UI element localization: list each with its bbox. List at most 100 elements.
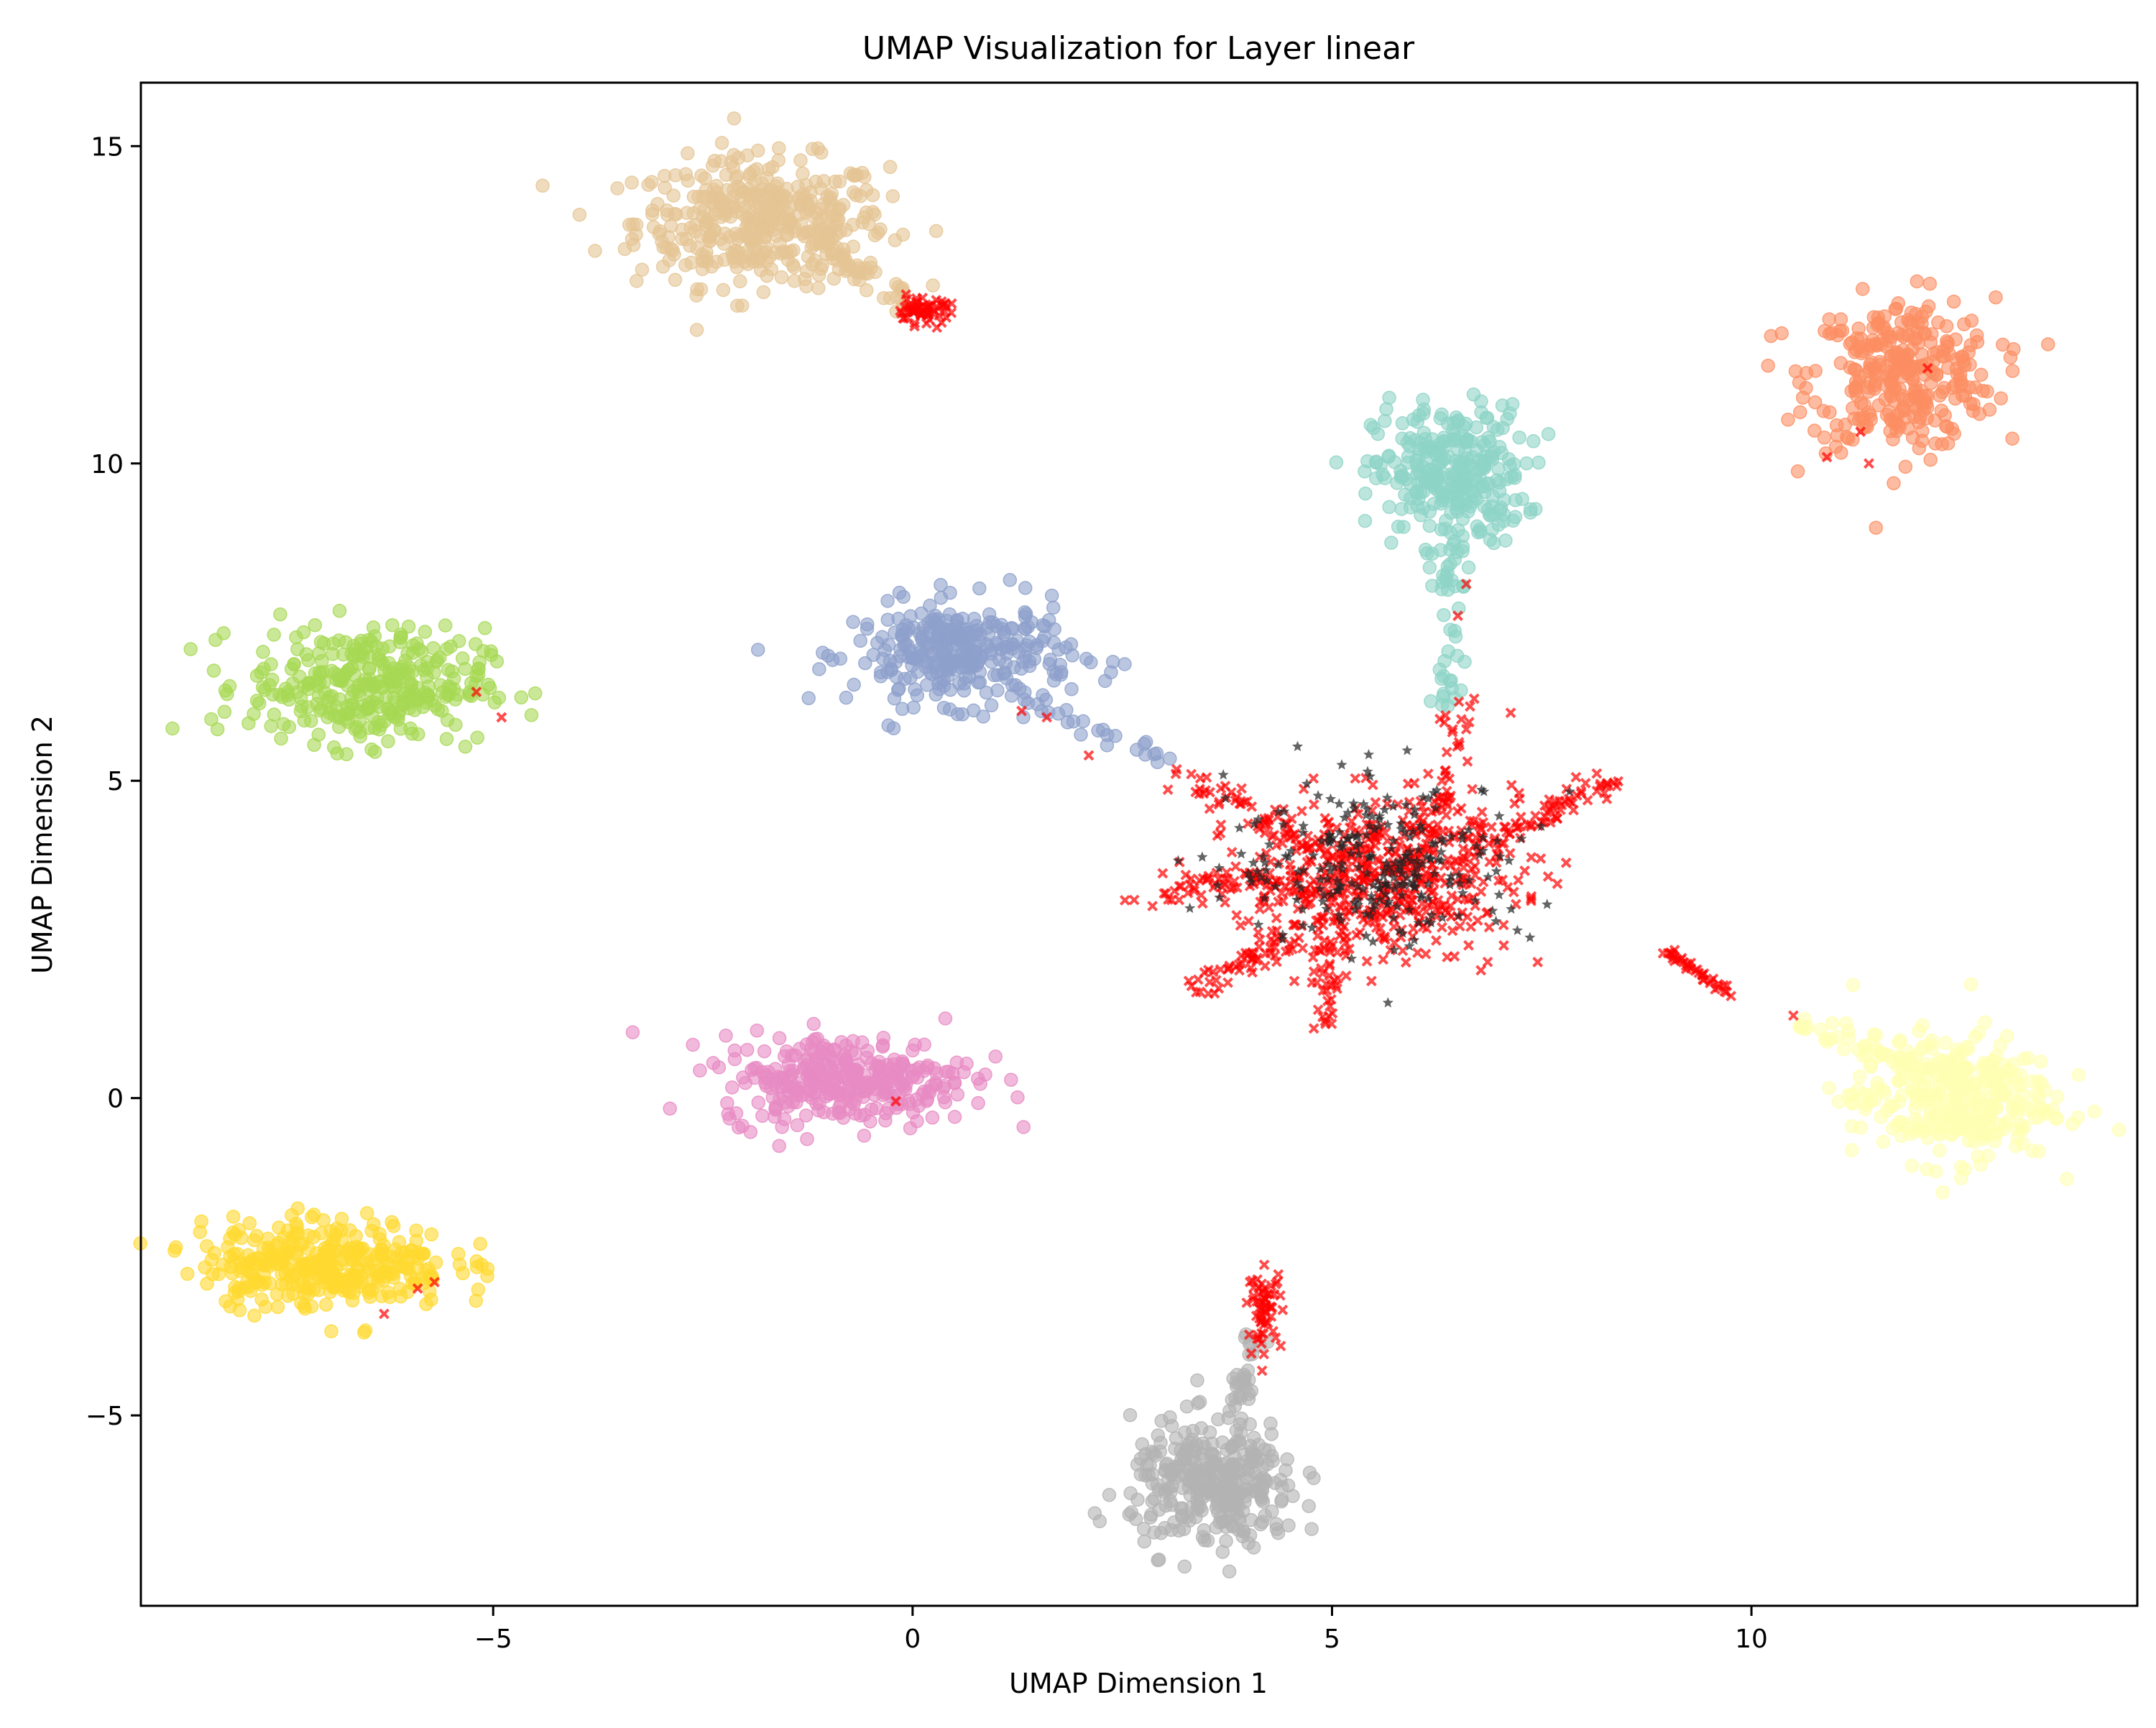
cluster-point-lightyellow — [1984, 1104, 1998, 1119]
cluster-point-lightyellow — [1852, 1070, 1867, 1084]
cluster-point-pink — [879, 1106, 893, 1121]
cluster-point-pink — [814, 1044, 829, 1060]
cluster-point-gold — [316, 1213, 331, 1228]
cluster-point-lightyellow — [1925, 1033, 1939, 1048]
cluster-point-teal — [1370, 426, 1386, 441]
cluster-point-tan — [727, 183, 741, 197]
tail-point — [1434, 671, 1449, 686]
tail-point — [1238, 1369, 1252, 1384]
cluster-point-lightyellow — [2011, 1122, 2026, 1137]
cluster-point-periwinkle — [903, 671, 918, 685]
cluster-point-pink — [720, 1095, 734, 1111]
cluster-point-lightyellow — [2032, 1074, 2046, 1088]
cluster-point-lime — [326, 647, 340, 661]
cluster-point-coral — [2005, 364, 2020, 378]
cluster-point-gray — [1280, 1452, 1294, 1466]
cluster-point-lime — [368, 745, 382, 759]
outlier-point — [1259, 960, 1271, 972]
cluster-point-pink — [722, 1111, 737, 1126]
cluster-point-pink — [827, 1043, 842, 1058]
cluster-point-coral — [1980, 384, 1994, 399]
cluster-point-coral — [1856, 282, 1870, 296]
cluster-point-lightyellow — [1961, 1134, 1976, 1148]
cluster-point-pink — [988, 1049, 1003, 1064]
outlier-point — [1254, 904, 1266, 915]
cluster-point-lightyellow — [1961, 1061, 1976, 1076]
cluster-point-pink — [800, 1131, 814, 1146]
cluster-point-coral — [1897, 403, 1912, 418]
cluster-point-tan — [668, 272, 683, 288]
cluster-point-gold — [261, 1241, 276, 1255]
tail-point — [1875, 1048, 1889, 1062]
cluster-point-coral — [1931, 315, 1945, 330]
cluster-point-lime — [374, 653, 388, 668]
cluster-point-lime — [458, 740, 473, 754]
cluster-point-pink — [1016, 1120, 1031, 1134]
cluster-point-teal — [1395, 431, 1409, 446]
cluster-point-periwinkle — [972, 581, 987, 596]
cluster-point-tan — [883, 160, 898, 175]
cluster-point-gray — [1215, 1545, 1230, 1559]
outlier-point — [1526, 852, 1537, 863]
cluster-point-gold — [310, 1268, 325, 1283]
outlier-point — [1277, 1305, 1289, 1315]
cluster-point-lime — [267, 628, 281, 642]
outlier-point — [1864, 458, 1874, 469]
cluster-point-gold — [376, 1251, 390, 1266]
cluster-point-lightyellow — [1972, 1091, 1986, 1106]
cluster-point-teal — [1390, 476, 1404, 490]
cluster-point-periwinkle — [1035, 634, 1050, 648]
cluster-point-tan — [666, 188, 681, 203]
cluster-point-periwinkle — [954, 628, 969, 643]
cluster-point-lime — [257, 661, 271, 676]
cluster-point-gray — [1191, 1396, 1205, 1410]
cluster-point-lightyellow — [1844, 1119, 1859, 1134]
cluster-point-coral — [1793, 405, 1807, 420]
cluster-point-gold — [410, 1251, 425, 1266]
cluster-point-tan — [771, 153, 786, 167]
cluster-point-pink — [773, 1091, 787, 1106]
cluster-point-tan — [699, 183, 714, 197]
outlier-point — [1215, 819, 1227, 830]
cluster-point-lightyellow — [1978, 1015, 1992, 1030]
star-point — [1291, 740, 1304, 752]
cluster-point-pink — [903, 1063, 918, 1078]
cluster-point-lime — [439, 732, 454, 746]
cluster-point-gray — [1204, 1446, 1218, 1461]
cluster-point-lightyellow — [1930, 1068, 1945, 1083]
outlier-point — [1308, 773, 1319, 784]
cluster-point-periwinkle — [895, 629, 911, 643]
cluster-point-periwinkle — [1118, 657, 1132, 671]
tail-point — [829, 240, 844, 255]
cluster-point-teal — [1379, 402, 1393, 416]
cluster-point-tan — [727, 251, 741, 265]
cluster-point-lime — [514, 690, 529, 705]
cluster-point-tan — [730, 169, 745, 183]
cluster-point-lightyellow — [2021, 1051, 2035, 1065]
cluster-point-teal — [1497, 492, 1511, 507]
outlier-point — [1296, 805, 1307, 817]
cluster-point-teal — [1460, 434, 1475, 449]
cluster-point-periwinkle — [1018, 622, 1033, 636]
cluster-point-tan — [740, 148, 755, 162]
cluster-point-pink — [740, 1042, 755, 1057]
cluster-point-tan — [885, 189, 900, 203]
cluster-point-tan — [755, 176, 770, 190]
cluster-point-pink — [848, 1071, 862, 1085]
cluster-point-gold — [422, 1284, 437, 1299]
outlier-point — [1297, 942, 1308, 954]
outlier-point — [1482, 956, 1493, 968]
cluster-point-lime — [335, 671, 349, 685]
outlier-point — [1174, 894, 1185, 906]
cluster-point-periwinkle — [816, 645, 830, 660]
cluster-point-lime — [289, 630, 303, 645]
cluster-point-periwinkle — [1046, 600, 1061, 615]
cluster-point-teal — [1523, 505, 1538, 520]
cluster-point-tan — [843, 166, 858, 180]
cluster-point-lightyellow — [1932, 1143, 1947, 1158]
outlier-point — [1273, 1269, 1284, 1280]
cluster-point-tan — [793, 153, 808, 167]
cluster-point-gold — [180, 1267, 195, 1281]
cluster-point-gray — [1251, 1438, 1266, 1452]
